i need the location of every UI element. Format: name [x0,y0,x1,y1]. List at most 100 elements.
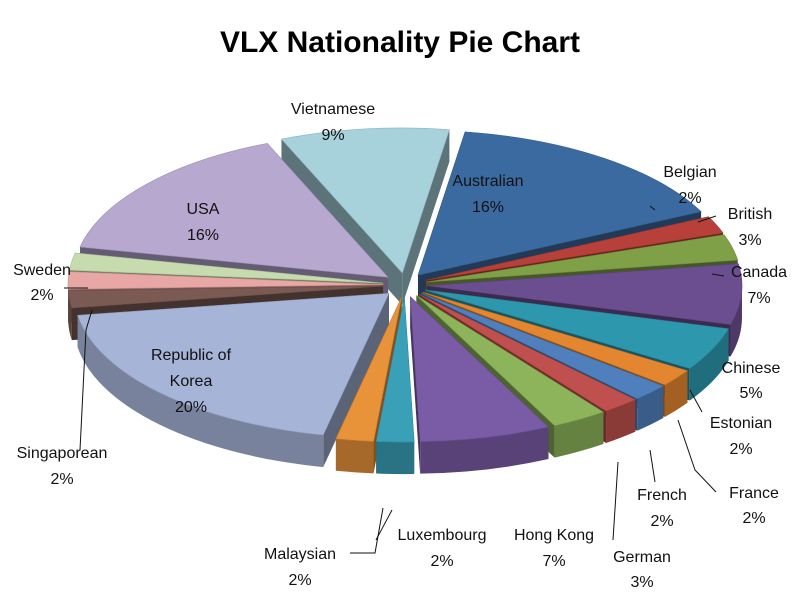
slice-top-hong-kong [409,296,550,442]
slice-top-german [416,295,605,426]
label-korea-pct: 20% [175,399,207,416]
slice-label-canada: Canada 7% [731,264,787,307]
slice-top-malaysian [335,296,403,442]
slice-side-german [554,412,604,458]
slice-side-estonian [664,370,688,417]
slice-hong-kong [409,296,550,474]
leader-british [697,215,717,223]
leader-france [677,419,717,493]
slice-label-usa: USA 16% [187,201,220,244]
slice-top-estonian [422,291,689,386]
label-french-name: French [637,487,687,504]
label-france-pct: 2% [742,510,765,527]
slices-layer [67,127,743,475]
slice-side-chinese [689,328,729,401]
slice-top-unlabeled-15 [69,252,384,284]
slice-top-australian [417,131,702,276]
label-luxembourg-pct: 2% [430,553,453,570]
slice-wall-start-republic-of-korea [323,293,389,468]
label-usa-pct: 16% [187,227,219,244]
slice-label-sweden: Sweden 2% [13,262,71,304]
slice-side-luxembourg [376,441,415,475]
slice-label-australian: Australian 16% [452,173,523,216]
label-sweden-name: Sweden [13,262,71,279]
label-vietnamese-name: Vietnamese [291,101,375,118]
slice-top-usa [79,143,389,278]
chart-title: VLX Nationality Pie Chart [220,26,580,59]
label-belgian-name: Belgian [663,164,716,181]
leader-german [612,461,619,541]
slice-side-republic-of-korea [77,315,324,468]
leader-estonian [689,389,703,413]
slice-label-malaysian: Malaysian 2% [264,546,336,589]
leader-canada [711,273,725,277]
slice-top-french [418,294,636,412]
slice-top-british [426,234,739,283]
label-australian-name: Australian [452,173,523,190]
label-singaporean-pct: 2% [50,471,73,488]
label-british-name: British [728,206,772,223]
slice-label-vietnamese: Vietnamese 9% [291,101,375,144]
label-australian-pct: 16% [472,199,504,216]
slice-top-chinese [424,289,730,369]
label-french-pct: 2% [650,513,673,530]
slice-label-french: French 2% [637,487,687,530]
label-malaysian-name: Malaysian [264,546,336,563]
slice-label-singaporean: Singaporean 2% [17,445,108,488]
slice-label-korea: Republic of Korea 20% [151,347,232,416]
leader-french [649,449,656,483]
label-estonian-pct: 2% [729,441,752,458]
slice-label-belgian: Belgian 2% [663,164,716,207]
slice-republic-of-korea [77,292,390,468]
label-german-name: German [613,549,671,566]
leader-singaporean [79,309,93,451]
slice-side-malaysian [335,438,374,474]
slice-side-french [606,399,636,443]
slice-top-france [420,293,664,400]
slice-top-vietnamese [280,127,450,274]
slice-side-canada [730,285,742,357]
label-german-pct: 3% [630,574,653,591]
slice-top-sweden [67,271,384,290]
label-estonian-name: Estonian [710,415,772,432]
slice-label-france: France 2% [729,485,779,527]
label-chinese-name: Chinese [722,360,781,377]
label-korea-line2: Korea [170,373,213,390]
slice-wall-end-vietnamese [402,129,450,305]
label-korea-line1: Republic of [151,347,232,364]
slice-top-canada [426,263,743,325]
slice-label-german: German 3% [613,549,671,591]
label-canada-name: Canada [731,264,787,281]
label-luxembourg-name: Luxembourg [398,527,487,544]
label-belgian-pct: 2% [678,190,701,207]
leader-belgian [649,205,656,211]
slice-label-british: British 3% [728,206,772,249]
leader-malaysian [350,507,384,554]
slice-side-hong-kong [420,427,549,474]
label-usa-name: USA [187,201,220,218]
label-chinese-pct: 5% [739,385,762,402]
slice-label-hongkong: Hong Kong 7% [514,527,594,570]
slice-side-singaporean [68,290,72,341]
slice-label-chinese: Chinese 5% [722,360,781,402]
label-singaporean-name: Singaporean [17,445,108,462]
slice-label-luxembourg: Luxembourg 2% [398,527,487,570]
slice-top-luxembourg [375,297,415,443]
slice-side-france [637,385,664,431]
slice-wall-end-hong-kong [410,296,421,474]
label-france-name: France [729,485,779,502]
label-sweden-pct: 2% [30,287,53,304]
slice-luxembourg [375,297,415,475]
slice-top-belgian [425,216,724,281]
slice-top-republic-of-korea [77,292,390,436]
leader-lines [64,205,725,554]
slice-top-singaporean [67,285,384,309]
slice-label-estonian: Estonian 2% [710,415,772,458]
label-hongkong-pct: 7% [542,553,565,570]
label-vietnamese-pct: 9% [321,127,344,144]
label-british-pct: 3% [738,232,761,249]
label-canada-pct: 7% [747,290,770,307]
label-malaysian-pct: 2% [288,572,311,589]
